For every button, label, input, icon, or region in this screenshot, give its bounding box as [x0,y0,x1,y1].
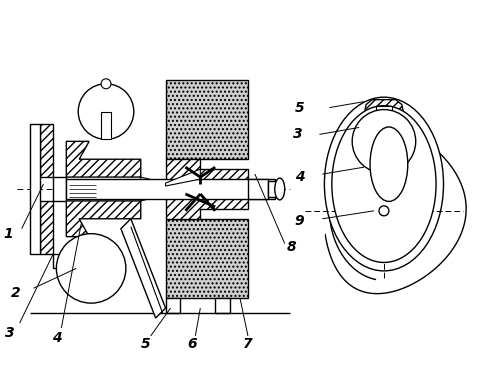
Bar [247,179,267,199]
Polygon shape [39,124,53,177]
Polygon shape [215,298,229,313]
Ellipse shape [324,97,442,271]
Polygon shape [66,201,140,237]
Ellipse shape [274,178,284,200]
Text: 4: 4 [294,170,304,184]
Polygon shape [30,124,39,253]
Polygon shape [66,141,140,177]
Text: 9: 9 [294,214,304,228]
Polygon shape [362,100,405,124]
Polygon shape [121,219,165,318]
Text: 7: 7 [242,337,252,351]
Circle shape [378,206,388,216]
Polygon shape [39,201,53,253]
Text: 5: 5 [141,337,150,351]
Circle shape [78,84,134,139]
Text: 1: 1 [3,227,13,241]
Polygon shape [140,177,165,201]
Polygon shape [165,159,247,183]
Polygon shape [165,195,247,219]
Circle shape [101,79,111,89]
Polygon shape [165,169,200,186]
Polygon shape [53,253,66,268]
Text: 3: 3 [5,326,15,340]
Polygon shape [53,177,66,201]
Text: 5: 5 [294,101,304,115]
Ellipse shape [331,106,435,262]
Text: 8: 8 [286,239,296,254]
Polygon shape [312,138,375,279]
Ellipse shape [369,127,407,201]
Text: 2: 2 [11,286,20,300]
Polygon shape [165,298,180,313]
Circle shape [351,110,415,173]
Polygon shape [375,106,391,124]
Text: 3: 3 [292,127,302,141]
Text: 4: 4 [51,331,61,345]
Polygon shape [165,80,247,159]
Polygon shape [322,124,465,294]
Bar [101,112,111,139]
Bar [66,179,274,199]
Text: 6: 6 [187,337,197,351]
Circle shape [56,234,126,303]
Bar [267,181,275,197]
Polygon shape [165,219,247,298]
